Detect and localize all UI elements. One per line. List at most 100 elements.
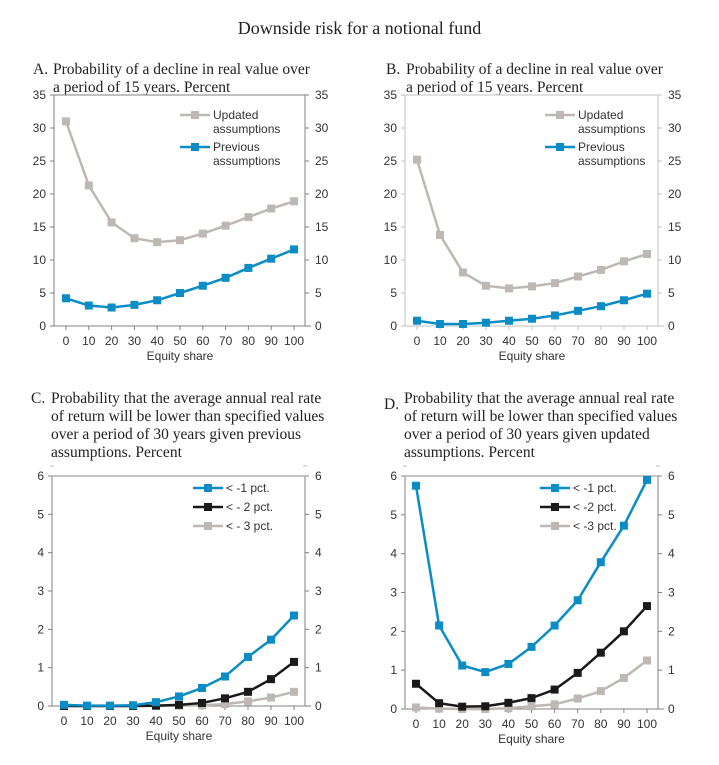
panel-c-series-1-marker	[267, 635, 275, 644]
panel-b-ytick-label-left: 25	[384, 154, 398, 168]
panel-a-series-2-marker	[62, 294, 70, 303]
panel-c-series-2	[60, 657, 298, 710]
panel-b-legend-label: Previous	[578, 140, 625, 154]
panel-d-xtick-label: 30	[479, 717, 493, 731]
panel-b-ytick-label-left: 35	[384, 88, 398, 102]
panel-a-title-line-2: a period of 15 years. Percent	[53, 79, 231, 96]
panel-c-series-2-marker	[244, 687, 252, 696]
panel-b-legend-swatch-marker	[556, 111, 564, 119]
panel-d-series-2-marker	[643, 602, 651, 611]
panel-d-ytick-label-left: 4	[390, 547, 397, 561]
panel-d-legend-swatch-marker	[551, 522, 559, 530]
panel-b-series-1-marker	[436, 230, 444, 239]
panel-d-title-line-3: over a period of 30 years given updated	[404, 426, 650, 443]
panel-c-ytick-label-right: 1	[315, 661, 322, 675]
panel-c-label: C.	[31, 390, 46, 407]
panel-b-series-2-marker	[436, 320, 444, 329]
panel-d-title-line-4: assumptions. Percent	[404, 444, 535, 461]
panel-a-legend-label: assumptions	[213, 122, 280, 136]
panel-c-xtick-label: 80	[241, 714, 255, 728]
panel-d-ytick-label-right: 5	[668, 508, 675, 522]
panel-c-legend-swatch-marker	[204, 503, 212, 511]
panel-b-title-line-1: Probability of a decline in real value o…	[406, 61, 663, 78]
panel-d-series-2-marker	[596, 648, 605, 657]
panel-d-legend-label: < -1 pct.	[573, 481, 617, 495]
panel-c-ytick-label-right: 3	[315, 584, 322, 598]
panel-b-ytick-label-left: 20	[384, 187, 398, 201]
panel-a-ytick-label-left: 20	[33, 187, 47, 201]
panel-b-xtick-label: 90	[617, 334, 631, 348]
panel-a-series-2-marker	[84, 301, 93, 310]
panel-d-series-2-marker	[619, 627, 628, 636]
panel-c-legend-label: < -1 pct.	[226, 481, 270, 495]
panel-b-legend-swatch-marker	[556, 143, 564, 151]
panel-d-xtick-label: 10	[432, 717, 446, 731]
panel-d-x-axis-label: Equity share	[498, 732, 565, 746]
panel-b-series-2-marker	[459, 320, 467, 329]
panel-c-series-1-marker	[221, 672, 229, 681]
panel-d-xtick-label: 100	[637, 717, 657, 731]
panel-c-series-1-marker	[60, 700, 68, 709]
panel-a-series-2-marker	[107, 303, 116, 312]
panel-b-xtick-label: 0	[414, 334, 421, 348]
panel-d-series-2-marker	[458, 702, 467, 711]
panel-b-legend-label: Updated	[578, 108, 623, 122]
panel-c-series-1-marker	[129, 701, 137, 710]
panel-b-series-2-marker	[482, 318, 490, 327]
panel-a-xtick-label: 50	[173, 334, 187, 348]
panel-b-series-1-marker	[459, 268, 467, 277]
panel-c-ytick-label-right: 4	[315, 546, 322, 560]
panel-d-series-1-marker	[573, 596, 582, 605]
panel-d-series-3-marker	[573, 694, 582, 703]
panel-d-legend-label: < -2 pct.	[573, 500, 617, 514]
panel-d-legend-label: < -3 pct.	[573, 519, 617, 533]
panel-a-xtick-label: 10	[82, 334, 96, 348]
panel-b-x-axis-label: Equity share	[499, 349, 566, 363]
panel-d-xtick-label: 50	[525, 717, 539, 731]
panel-a-x-axis-label: Equity share	[147, 349, 214, 363]
panel-a-legend-label: Previous	[213, 140, 260, 154]
panel-b-ytick-label-left: 30	[384, 121, 398, 135]
panel-d-series-2-marker	[435, 699, 444, 708]
panel-c-xtick-label: 10	[80, 714, 94, 728]
panel-c-xtick-label: 60	[195, 714, 209, 728]
panel-c-ytick-label-left: 5	[37, 507, 44, 521]
panel-a-series-1-marker	[176, 236, 184, 245]
panel-c-series-1-marker	[152, 698, 160, 707]
panel-b-legend-label: assumptions	[578, 122, 645, 136]
panel-a-ytick-label-right: 25	[315, 154, 329, 168]
panel-d-series-2-marker	[504, 698, 513, 707]
panel-b-series-1-marker	[482, 281, 490, 290]
panel-c-series-2-marker	[290, 657, 298, 666]
panel-c-chart: 0 01 12 23 34 45 56 60 10 20 30 40 50 60 70 80 90 100Equi…	[37, 465, 322, 743]
panel-b-series-2-marker	[643, 289, 651, 298]
panel-d-xtick-label: 80	[594, 717, 608, 731]
panel-c-x-axis-label: Equity share	[146, 729, 213, 743]
panel-a-ytick-label-left: 5	[39, 286, 46, 300]
panel-a-xtick-label: 60	[196, 334, 210, 348]
panel-d-title-line-1: Probability that the average annual real…	[404, 390, 675, 407]
panel-a-series-1-marker	[290, 197, 298, 206]
figure-title: Downside risk for a notional fund	[237, 18, 482, 38]
panel-a-series-2-marker	[221, 273, 230, 282]
panel-a-series-2-marker	[290, 245, 298, 254]
panel-d-ytick-label-right: 6	[668, 469, 675, 483]
panel-b-ytick-label-left: 0	[390, 319, 397, 333]
panel-a-legend-label: Updated	[213, 108, 258, 122]
panel-b-series-1-marker	[574, 272, 582, 281]
panel-b-xtick-label: 10	[433, 334, 447, 348]
panel-b-series-1-marker	[528, 282, 536, 291]
panel-c-series-2-marker	[198, 698, 206, 707]
panel-b-xtick-label: 100	[637, 334, 657, 348]
panel-a-legend-swatch-marker	[191, 143, 199, 151]
panel-c-title-line-1: Probability that the average annual real…	[51, 390, 322, 407]
panel-b-series-1-marker	[597, 265, 605, 274]
panel-a-series-2-line	[65, 248, 295, 309]
panel-a-title: A. Probability of a decline in real valu…	[33, 61, 353, 97]
panel-a-ytick-label-left: 10	[33, 253, 47, 267]
panel-a-ytick-label-left: 15	[33, 220, 47, 234]
panel-d-series-1-marker	[643, 475, 651, 484]
panel-b-xtick-label: 50	[525, 334, 539, 348]
